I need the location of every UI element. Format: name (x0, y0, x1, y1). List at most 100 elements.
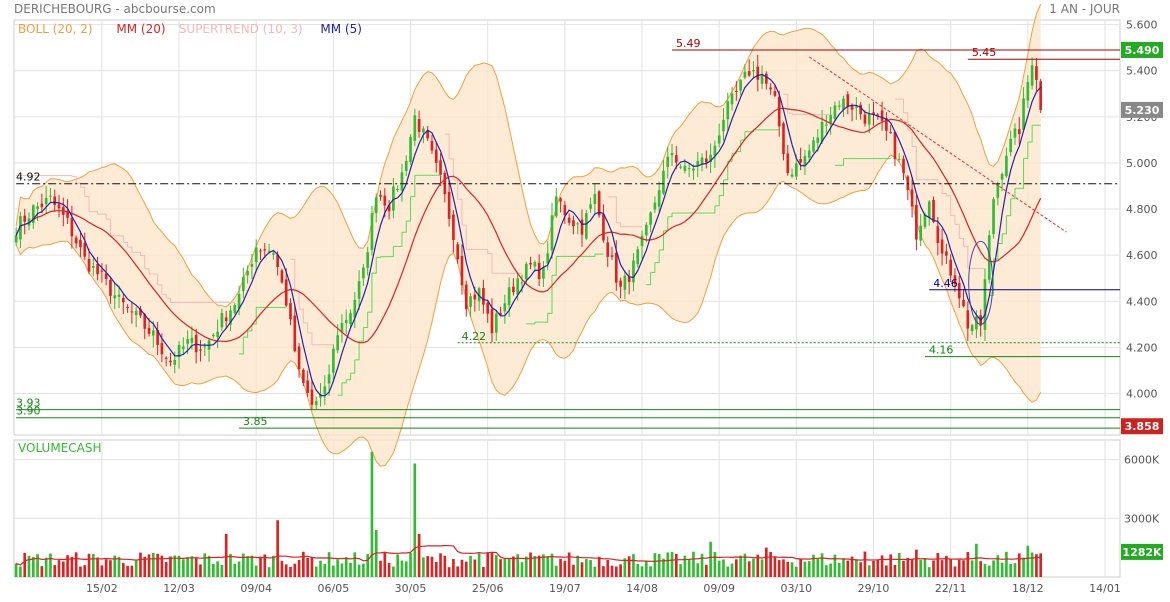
volume-bar (49, 554, 52, 577)
candle-body (345, 320, 348, 323)
candle-body (594, 194, 597, 204)
candle-body (109, 280, 112, 296)
candle-body (632, 261, 635, 283)
volume-bar (504, 558, 507, 577)
candle-body (349, 313, 352, 324)
candle-body (825, 124, 828, 125)
volume-bar (353, 552, 356, 577)
candle-body (791, 174, 794, 176)
level-label: 4.46 (933, 277, 958, 290)
x-tick-label: 22/11 (935, 582, 967, 595)
candle-body (722, 120, 725, 131)
volume-bar (855, 559, 858, 577)
candle-body (675, 155, 678, 162)
candle-body (281, 270, 284, 282)
candle-body (45, 198, 48, 204)
candle-body (118, 294, 121, 296)
candle-body (679, 167, 682, 168)
y-tick-label: 5.000 (1126, 157, 1158, 170)
volume-bar (422, 557, 425, 577)
volume-bar (474, 560, 477, 577)
volume-bar (255, 566, 258, 577)
candle-body (799, 159, 802, 163)
volume-bar (902, 561, 905, 577)
candle-body (936, 226, 939, 243)
candle-body (165, 358, 168, 359)
candle-body (966, 310, 969, 328)
candle-body (876, 114, 879, 115)
volume-bar (816, 559, 819, 577)
volume-bar (409, 553, 412, 577)
candle-body (186, 339, 189, 344)
candle-body (654, 203, 657, 210)
candle-body (624, 276, 627, 290)
volume-bar (345, 557, 348, 577)
candle-body (439, 160, 442, 175)
candle-body (731, 93, 734, 104)
candle-body (336, 335, 339, 350)
volume-bar (546, 556, 549, 577)
candle-body (726, 101, 729, 119)
volume-bar (1009, 564, 1012, 577)
candle-body (75, 238, 78, 244)
volume-bar (868, 565, 871, 577)
volume-bar (182, 559, 185, 577)
candle-body (559, 198, 562, 201)
candle-body (756, 67, 759, 80)
volume-bar (954, 566, 957, 577)
volume-bar (649, 566, 652, 577)
candle-body (413, 115, 416, 141)
volume-bar (534, 556, 537, 577)
volume-bar (1018, 553, 1021, 577)
candle-body (1027, 82, 1030, 100)
candle-body (516, 278, 519, 294)
y-tick-label: 4.600 (1126, 249, 1158, 262)
volume-bar (894, 565, 897, 577)
level-label: 3.85 (243, 415, 268, 428)
candle-body (251, 264, 254, 267)
volume-bar (366, 554, 369, 577)
volume-bar (714, 552, 717, 577)
y-tick-label: 5.600 (1126, 19, 1158, 32)
candle-body (808, 151, 811, 158)
candle-body (1005, 156, 1008, 176)
volume-bar (632, 554, 635, 577)
candle-body (795, 163, 798, 176)
volume-bar (1005, 552, 1008, 577)
volume-bar (1027, 546, 1030, 577)
candle-body (782, 123, 785, 154)
volume-bar (431, 557, 434, 577)
candle-body (169, 361, 172, 363)
candle-body (705, 158, 708, 162)
volume-bar (671, 552, 674, 577)
volume-bar (529, 552, 532, 577)
volume-bar (169, 557, 172, 577)
volume-bar (782, 559, 785, 577)
volume-bar (413, 463, 416, 577)
candle-body (786, 153, 789, 173)
candle-body (161, 343, 164, 354)
candle-body (816, 137, 819, 142)
candle-body (105, 274, 108, 280)
candle-body (1031, 65, 1034, 85)
volume-bar (576, 556, 579, 577)
candle-body (572, 220, 575, 226)
candle-body (649, 212, 652, 224)
candle-body (542, 267, 545, 278)
bollinger-band-fill (16, 4, 1041, 466)
candle-body (92, 266, 95, 268)
volume-bar (401, 561, 404, 577)
volume-bar (898, 553, 901, 577)
candle-body (529, 263, 532, 265)
candle-body (101, 271, 104, 272)
volume-bar (731, 564, 734, 577)
candle-body (958, 283, 961, 299)
volume-bar (302, 552, 305, 577)
candle-body (456, 244, 459, 259)
volume-bar (846, 561, 849, 577)
level-label: 3.90 (16, 405, 41, 418)
candle-body (551, 215, 554, 250)
volume-bar (379, 561, 382, 577)
volume-bar (341, 564, 344, 577)
candle-body (971, 325, 974, 331)
